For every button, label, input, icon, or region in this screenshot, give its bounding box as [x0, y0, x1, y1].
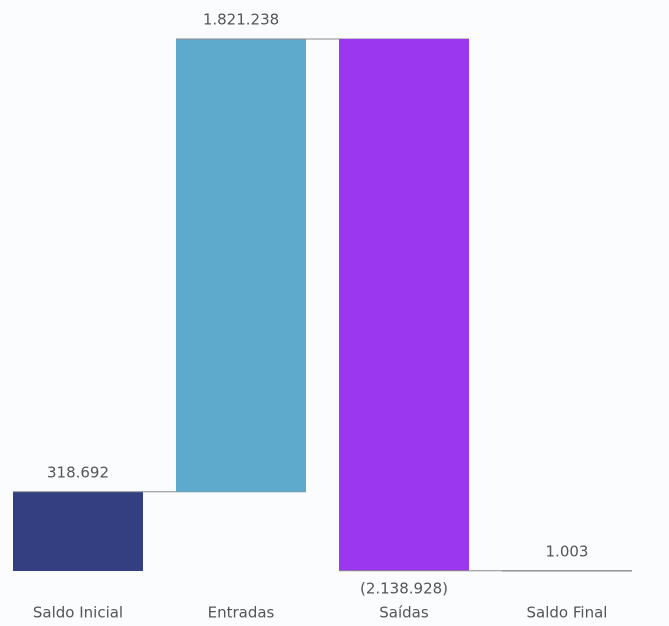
bar — [13, 491, 143, 571]
x-tick-label: Entradas — [208, 604, 275, 622]
bar — [176, 39, 306, 492]
value-label: 318.692 — [47, 463, 109, 481]
value-label: 1.821.238 — [203, 11, 279, 29]
x-tick-label: Saldo Final — [527, 604, 608, 622]
value-label: 1.003 — [546, 542, 589, 560]
x-tick-label: Saldo Inicial — [33, 604, 123, 622]
value-label: (2.138.928) — [360, 579, 448, 597]
x-tick-label: Saídas — [379, 604, 429, 622]
bar — [339, 39, 469, 571]
